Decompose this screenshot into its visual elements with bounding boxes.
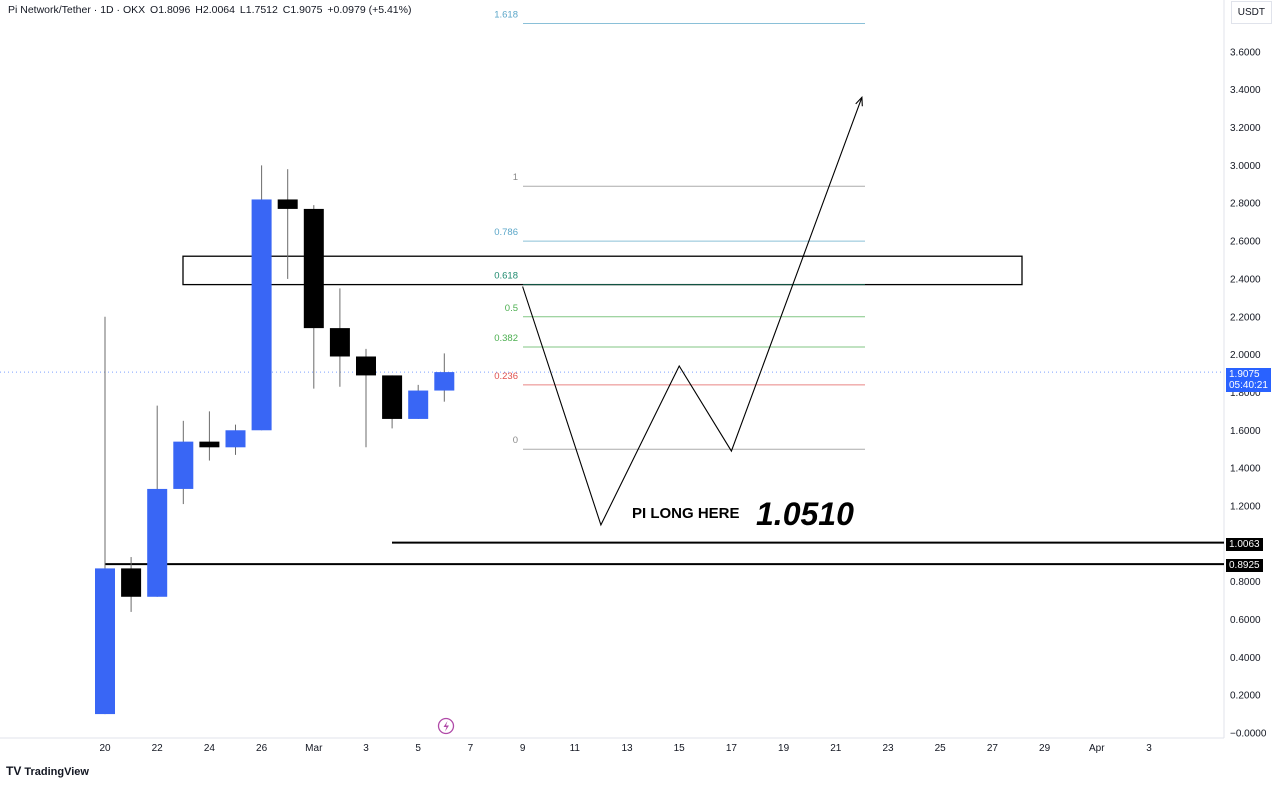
fib-level-label: 1	[513, 172, 518, 183]
y-tick-label: 2.4000	[1230, 274, 1261, 285]
x-tick-label: 7	[468, 743, 474, 754]
candle-body	[199, 441, 220, 448]
x-tick-label: 3	[1146, 743, 1152, 754]
support-price-tag-a: 1.0063	[1226, 538, 1263, 551]
current-price-tag: 1.9075 05:40:21	[1226, 368, 1271, 392]
x-tick-label: 20	[99, 743, 111, 754]
current-price-value: 1.9075	[1229, 369, 1260, 380]
fib-level-label: 0.5	[505, 303, 518, 314]
x-tick-label: 17	[726, 743, 738, 754]
candle-body	[277, 199, 298, 209]
x-tick-label: 26	[256, 743, 268, 754]
x-tick-label: 22	[152, 743, 164, 754]
y-tick-label: 2.6000	[1230, 237, 1261, 248]
x-tick-label: 23	[882, 743, 894, 754]
x-tick-label: 9	[520, 743, 526, 754]
ohlc-low: L1.7512	[239, 4, 278, 16]
currency-unit-button[interactable]: USDT	[1230, 1, 1272, 24]
x-tick-label: Mar	[305, 743, 323, 754]
candle-body	[121, 568, 142, 597]
lightning-icon	[443, 721, 449, 732]
y-tick-label: 0.4000	[1230, 653, 1261, 664]
ohlc-change: +0.0979 (+5.41%)	[327, 4, 412, 16]
y-tick-label: 2.2000	[1230, 312, 1261, 323]
candle-body	[434, 372, 455, 391]
fib-level-label: 0.786	[494, 227, 518, 238]
x-tick-label: 27	[987, 743, 999, 754]
x-tick-label: 13	[621, 743, 633, 754]
x-tick-label: Apr	[1089, 743, 1105, 754]
y-tick-label: 1.6000	[1230, 426, 1261, 437]
ohlc-close: C1.9075	[282, 4, 323, 16]
ohlc-high: H2.0064	[195, 4, 235, 16]
candle-body	[329, 328, 350, 357]
candle-body	[408, 390, 429, 419]
fib-level-label: 1.618	[494, 10, 518, 21]
symbol-title[interactable]: Pi Network/Tether · 1D · OKX	[8, 4, 146, 16]
y-tick-label: 1.8000	[1230, 388, 1261, 399]
y-tick-label: 2.0000	[1230, 350, 1261, 361]
candle-body	[225, 430, 246, 448]
brand-name: TradingView	[24, 766, 89, 778]
target-price-label: 1.0510	[756, 496, 854, 532]
candle-body	[173, 441, 194, 489]
projection-path	[522, 97, 863, 527]
x-tick-label: 19	[778, 743, 790, 754]
candle-body	[251, 199, 272, 431]
x-tick-label: 15	[674, 743, 686, 754]
candle-body	[147, 488, 168, 597]
projection-arrowhead	[855, 95, 863, 107]
fib-level-label: 0.236	[494, 371, 518, 382]
y-tick-label: 0.8000	[1230, 577, 1261, 588]
candle-body	[95, 568, 115, 715]
fib-level-label: 0	[513, 435, 518, 446]
ohlc-open: O1.8096	[150, 4, 191, 16]
x-tick-label: 3	[363, 743, 369, 754]
fib-level-label: 0.382	[494, 333, 518, 344]
symbol-header: Pi Network/Tether · 1D · OKX O1.8096 H2.…	[8, 4, 413, 16]
x-tick-label: 25	[935, 743, 947, 754]
bar-countdown: 05:40:21	[1229, 380, 1268, 391]
y-tick-label: −0.0000	[1230, 729, 1267, 740]
x-tick-label: 11	[570, 743, 581, 754]
candle-body	[382, 375, 403, 419]
fib-level-label: 0.618	[494, 271, 518, 282]
x-tick-label: 29	[1039, 743, 1051, 754]
long-note-label: PI LONG HERE	[632, 505, 740, 522]
candle-body	[356, 356, 376, 376]
y-tick-label: 3.4000	[1230, 85, 1261, 96]
x-tick-label: 21	[830, 743, 842, 754]
x-tick-label: 24	[204, 743, 216, 754]
tradingview-logo[interactable]: TV TradingView	[6, 764, 89, 778]
y-tick-label: 3.6000	[1230, 47, 1261, 58]
x-tick-label: 5	[415, 743, 421, 754]
support-price-tag-b: 0.8925	[1226, 559, 1263, 572]
y-tick-label: 3.0000	[1230, 161, 1261, 172]
candle-body	[303, 208, 324, 329]
y-tick-label: 1.4000	[1230, 464, 1261, 475]
y-tick-label: 0.2000	[1230, 691, 1261, 702]
y-tick-label: 2.8000	[1230, 199, 1261, 210]
y-tick-label: 0.6000	[1230, 615, 1261, 626]
y-tick-label: 1.2000	[1230, 501, 1261, 512]
y-tick-label: 3.2000	[1230, 123, 1261, 134]
tv-logo-icon: TV	[6, 764, 22, 778]
